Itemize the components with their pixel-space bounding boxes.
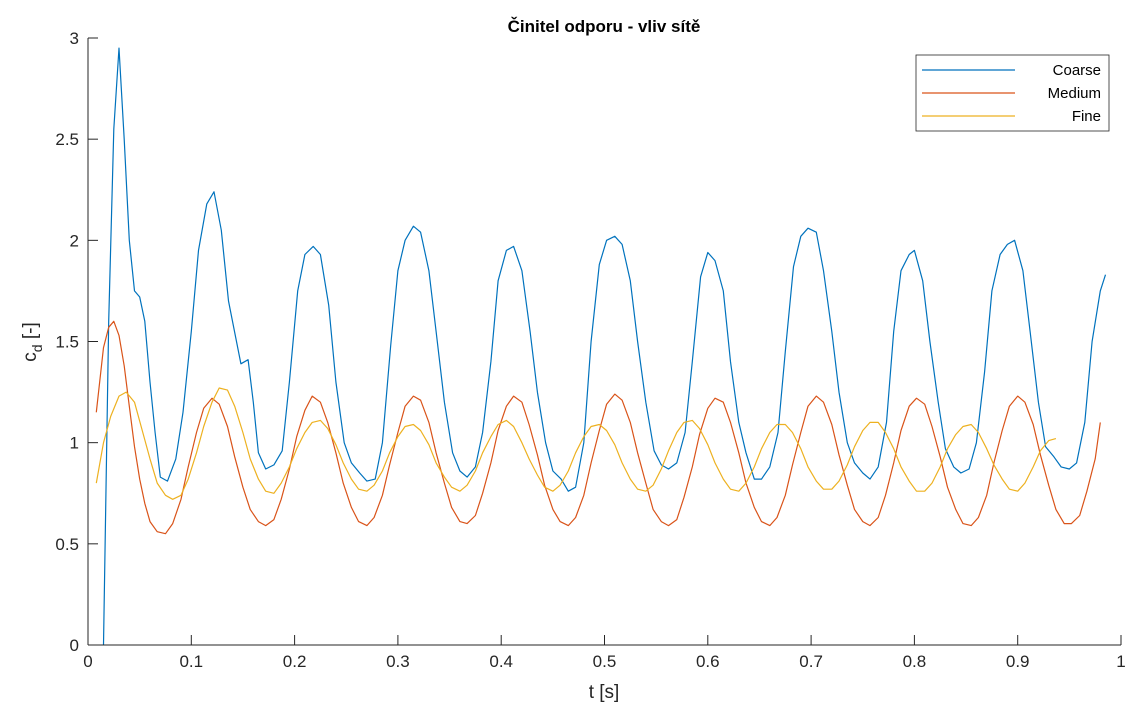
x-tick-label: 0.2 xyxy=(283,652,307,671)
y-axis-label-main: c xyxy=(20,352,41,362)
x-tick-label: 0.1 xyxy=(179,652,203,671)
legend: Coarse Medium Fine xyxy=(915,54,1110,132)
x-tick-label: 0.9 xyxy=(1006,652,1030,671)
y-tick-label: 1.5 xyxy=(55,333,79,352)
series-line-medium xyxy=(95,320,1101,535)
chart-title: Činitel odporu - vliv sítě xyxy=(508,17,701,36)
svg-text:cd [-]: cd [-] xyxy=(20,322,45,361)
x-tick-label: 0.8 xyxy=(903,652,927,671)
x-tick-label: 0.6 xyxy=(696,652,720,671)
x-tick-label: 1 xyxy=(1116,652,1125,671)
x-tick-label: 0 xyxy=(83,652,92,671)
legend-entries: Coarse Medium Fine xyxy=(922,62,1101,125)
x-ticks: 0 0.1 0.2 0.3 0.4 0.5 0.6 0.7 0.8 0.9 1 xyxy=(83,635,1126,671)
series-layer xyxy=(95,47,1107,646)
x-axis-label: t [s] xyxy=(589,682,620,703)
y-axis-label-rest: [-] xyxy=(20,322,41,344)
x-tick-label: 0.7 xyxy=(799,652,823,671)
y-tick-label: 2 xyxy=(70,231,79,250)
legend-label-medium: Medium xyxy=(1048,85,1101,102)
y-tick-label: 0.5 xyxy=(55,535,79,554)
axes: 0 0.1 0.2 0.3 0.4 0.5 0.6 0.7 0.8 0.9 1 0 0.5 1 1.5 2 2… xyxy=(55,29,1125,671)
series-line-coarse xyxy=(102,47,1107,646)
legend-label-coarse: Coarse xyxy=(1053,62,1101,79)
plot-area xyxy=(88,38,1121,645)
y-ticks: 0 0.5 1 1.5 2 2.5 3 xyxy=(55,29,98,655)
x-tick-label: 0.4 xyxy=(489,652,513,671)
y-axis-label-sub: d xyxy=(29,344,45,352)
y-tick-label: 2.5 xyxy=(55,130,79,149)
legend-label-fine: Fine xyxy=(1072,108,1101,125)
y-tick-label: 0 xyxy=(70,636,79,655)
y-axis-label: cd [-] xyxy=(20,322,45,361)
series-line-fine xyxy=(95,387,1057,500)
y-tick-label: 1 xyxy=(70,434,79,453)
y-tick-label: 3 xyxy=(70,29,79,48)
x-tick-label: 0.3 xyxy=(386,652,410,671)
x-tick-label: 0.5 xyxy=(593,652,617,671)
